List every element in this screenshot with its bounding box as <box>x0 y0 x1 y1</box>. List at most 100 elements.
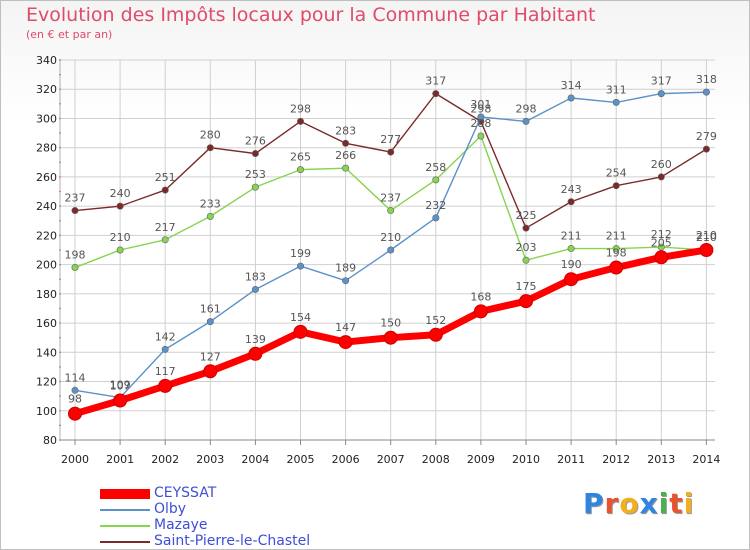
point-saint-pierre-le-chastel <box>612 182 620 190</box>
point-ceyssat <box>248 346 263 361</box>
data-label-ceyssat: 117 <box>155 365 176 378</box>
chart-subtitle: (en € et par an) <box>26 28 113 41</box>
x-tick-label: 2001 <box>106 453 134 466</box>
point-mazaye <box>116 246 124 254</box>
data-label-mazaye: 203 <box>516 241 537 254</box>
data-label-mazaye: 266 <box>335 149 356 162</box>
x-tick-label: 2000 <box>61 453 89 466</box>
data-label-saint-pierre-le-chastel: 283 <box>335 124 356 137</box>
x-tick-label: 2014 <box>692 453 720 466</box>
grid <box>60 59 715 441</box>
y-tick-label: 160 <box>36 317 57 330</box>
data-label-saint-pierre-le-chastel: 280 <box>200 129 221 142</box>
data-label-olby: 314 <box>561 79 582 92</box>
data-label-saint-pierre-le-chastel: 276 <box>245 135 266 148</box>
point-saint-pierre-le-chastel <box>206 144 214 152</box>
y-tick-label: 260 <box>36 171 57 184</box>
data-label-olby: 114 <box>65 371 86 384</box>
data-label-saint-pierre-le-chastel: 251 <box>155 171 176 184</box>
x-tick-label: 2013 <box>647 453 675 466</box>
data-label-saint-pierre-le-chastel: 225 <box>516 209 537 222</box>
data-label-mazaye: 253 <box>245 168 266 181</box>
logo-letter: i <box>683 487 695 520</box>
data-label-saint-pierre-le-chastel: 260 <box>651 158 672 171</box>
point-mazaye <box>387 207 395 215</box>
point-saint-pierre-le-chastel <box>567 198 575 206</box>
logo-letter: t <box>669 487 684 520</box>
point-olby <box>522 117 530 125</box>
point-mazaye <box>612 245 620 253</box>
x-tick-label: 2010 <box>512 453 540 466</box>
data-label-mazaye: 258 <box>425 161 446 174</box>
data-label-saint-pierre-le-chastel: 277 <box>380 133 401 146</box>
point-ceyssat <box>338 335 353 350</box>
point-ceyssat <box>473 304 488 319</box>
x-tick-label: 2003 <box>196 453 224 466</box>
point-olby <box>251 285 259 293</box>
point-ceyssat <box>609 260 624 275</box>
data-label-saint-pierre-le-chastel: 298 <box>470 102 491 115</box>
series <box>68 88 714 421</box>
x-tick-label: 2008 <box>422 453 450 466</box>
data-label-ceyssat: 154 <box>290 311 311 324</box>
data-label-mazaye: 211 <box>606 230 627 243</box>
y-tick-label: 80 <box>43 434 57 447</box>
point-mazaye <box>342 164 350 172</box>
data-label-saint-pierre-le-chastel: 317 <box>425 75 446 88</box>
point-ceyssat <box>293 324 308 339</box>
data-label-ceyssat: 152 <box>425 314 446 327</box>
y-tick-label: 100 <box>36 405 57 418</box>
point-saint-pierre-le-chastel <box>657 173 665 181</box>
legend-swatch <box>100 525 150 527</box>
data-label-ceyssat: 210 <box>696 229 717 242</box>
data-label-saint-pierre-le-chastel: 298 <box>290 102 311 115</box>
data-label-olby: 189 <box>335 262 356 275</box>
y-tick-label: 180 <box>36 288 57 301</box>
data-label-saint-pierre-le-chastel: 240 <box>110 187 131 200</box>
data-label-olby: 232 <box>425 199 446 212</box>
data-label-mazaye: 210 <box>696 231 717 244</box>
data-label-mazaye: 212 <box>651 228 672 241</box>
point-saint-pierre-le-chastel <box>71 207 79 215</box>
data-label-olby: 183 <box>245 270 266 283</box>
data-label-ceyssat: 168 <box>470 290 491 303</box>
data-label-ceyssat: 175 <box>516 280 537 293</box>
y-tick-label: 280 <box>36 142 57 155</box>
legend-label: Mazaye <box>154 517 208 533</box>
point-saint-pierre-le-chastel <box>387 148 395 156</box>
point-ceyssat <box>428 327 443 342</box>
legend-swatch <box>100 541 150 543</box>
logo-letter: P <box>583 487 605 520</box>
point-olby <box>657 90 665 98</box>
data-label-ceyssat: 147 <box>335 321 356 334</box>
point-mazaye <box>161 236 169 244</box>
point-mazaye <box>251 183 259 191</box>
point-mazaye <box>432 176 440 184</box>
legend-label: CEYSSAT <box>154 485 217 501</box>
legend-swatch <box>100 489 150 499</box>
point-mazaye <box>71 264 79 272</box>
x-tick-label: 2002 <box>151 453 179 466</box>
point-olby <box>296 262 304 270</box>
data-label-ceyssat: 127 <box>200 350 221 363</box>
logo-letter: x <box>639 487 659 520</box>
y-tick-label: 320 <box>36 83 57 96</box>
x-tick-label: 2006 <box>332 453 360 466</box>
y-tick-label: 220 <box>36 229 57 242</box>
point-saint-pierre-le-chastel <box>342 139 350 147</box>
data-label-saint-pierre-le-chastel: 243 <box>561 183 582 196</box>
y-tick-label: 240 <box>36 200 57 213</box>
y-tick-label: 140 <box>36 346 57 359</box>
data-label-mazaye: 198 <box>65 249 86 262</box>
data-label-mazaye: 233 <box>200 197 221 210</box>
y-tick-label: 340 <box>36 54 57 67</box>
point-ceyssat <box>68 406 82 421</box>
data-label-olby: 109 <box>110 379 131 392</box>
data-label-olby: 317 <box>651 75 672 88</box>
data-label-saint-pierre-le-chastel: 237 <box>65 192 86 205</box>
x-tick-label: 2007 <box>377 453 405 466</box>
point-olby <box>432 214 440 222</box>
point-saint-pierre-le-chastel <box>522 224 530 232</box>
point-olby <box>702 88 710 96</box>
